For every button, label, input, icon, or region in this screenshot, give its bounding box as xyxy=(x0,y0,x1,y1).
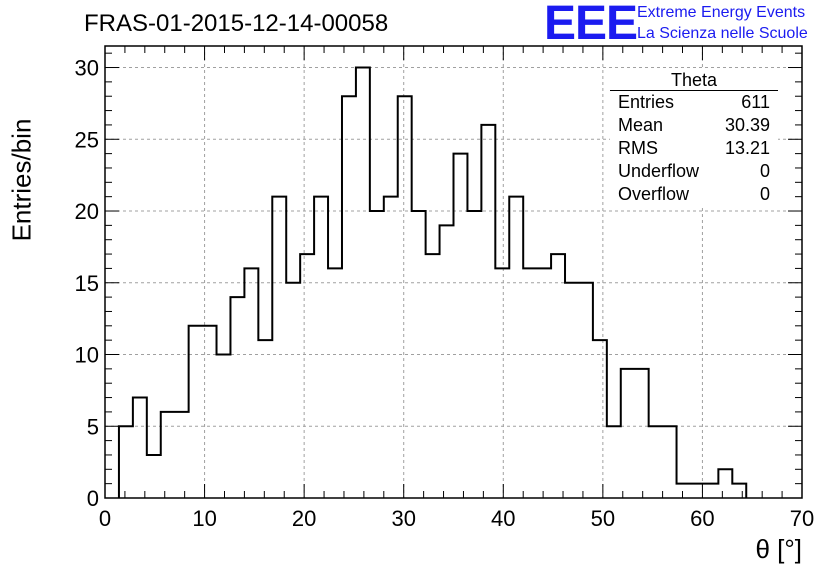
y-axis-label: Entries/bin xyxy=(6,118,37,242)
y-tick-label: 10 xyxy=(75,343,99,368)
y-axis-label-box: Entries/bin xyxy=(6,110,38,250)
x-tick-label: 50 xyxy=(591,506,615,531)
y-tick-label: 20 xyxy=(75,199,99,224)
histogram-line xyxy=(117,66,748,498)
eee-logo: EEE xyxy=(544,0,638,50)
y-tick-label: 25 xyxy=(75,127,99,152)
plot-frame xyxy=(104,45,803,499)
x-tick-label: 70 xyxy=(790,506,814,531)
stats-value: 0 xyxy=(759,161,770,181)
stats-title: Theta xyxy=(610,70,778,91)
stats-label: Mean xyxy=(618,115,664,135)
x-tick-label: 30 xyxy=(391,506,415,531)
stats-label: Underflow xyxy=(618,161,700,181)
stats-label: Entries xyxy=(618,92,675,112)
x-tick-label: 40 xyxy=(491,506,515,531)
stats-box: Theta Entries 611 Mean 30.39 RMS 13.21 U… xyxy=(610,70,778,206)
y-tick-label: 5 xyxy=(87,414,99,439)
y-tick-label: 0 xyxy=(87,486,99,511)
stats-row-mean: Mean 30.39 xyxy=(610,114,778,137)
stats-value: 611 xyxy=(741,92,770,112)
stats-value: 13.21 xyxy=(724,138,770,158)
x-tick-label: 0 xyxy=(99,506,111,531)
logo-line-2: La Scienza nelle Scuole xyxy=(637,25,808,42)
y-tick-label: 15 xyxy=(75,271,99,296)
stats-value: 0 xyxy=(759,184,770,204)
y-tick-label: 30 xyxy=(75,56,99,81)
logo-line-1: Extreme Energy Events xyxy=(637,4,806,21)
stats-row-overflow: Overflow 0 xyxy=(610,183,778,206)
x-axis-label: θ [°] xyxy=(755,534,802,564)
stats-value: 30.39 xyxy=(724,115,770,135)
stats-label: RMS xyxy=(618,138,658,158)
x-tick-label: 20 xyxy=(292,506,316,531)
stats-row-rms: RMS 13.21 xyxy=(610,137,778,160)
x-tick-label: 60 xyxy=(690,506,714,531)
stats-row-entries: Entries 611 xyxy=(610,91,778,114)
stats-label: Overflow xyxy=(618,184,690,204)
x-tick-label: 10 xyxy=(192,506,216,531)
chart-title: FRAS-01-2015-12-14-00058 xyxy=(84,10,389,37)
stats-row-underflow: Underflow 0 xyxy=(610,160,778,183)
